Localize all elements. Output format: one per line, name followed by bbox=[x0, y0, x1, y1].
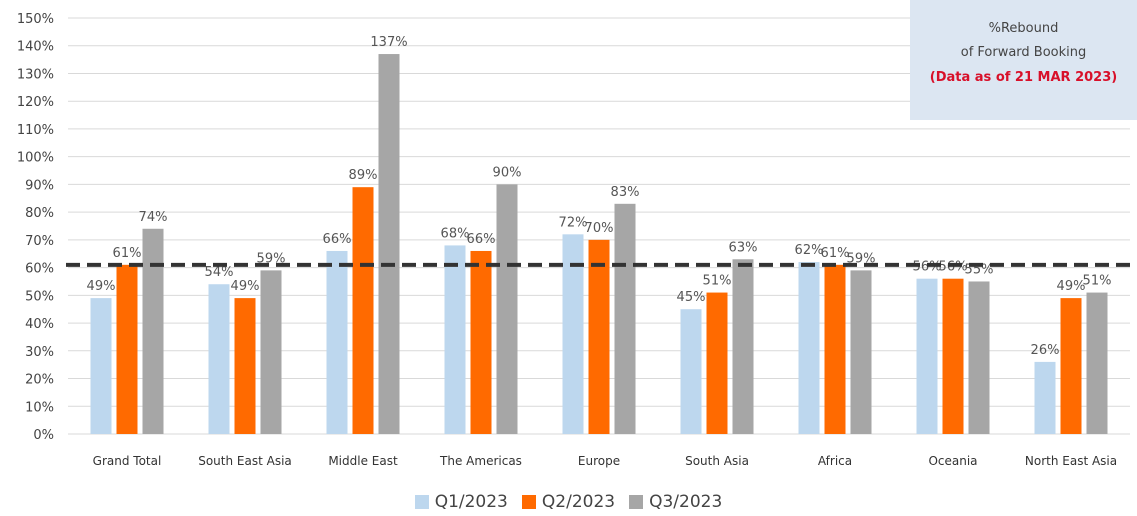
data-label: 45% bbox=[677, 290, 706, 305]
bar bbox=[850, 270, 872, 434]
bar bbox=[208, 284, 230, 434]
bar bbox=[470, 250, 492, 434]
y-tick-label: 60% bbox=[25, 262, 54, 277]
legend-swatch-q1 bbox=[414, 495, 429, 509]
x-tick-label: Europe bbox=[578, 454, 620, 468]
bar bbox=[234, 298, 256, 434]
note-rebound-label: %Rebound bbox=[988, 21, 1059, 36]
y-tick-label: 140% bbox=[17, 40, 54, 55]
data-label: 74% bbox=[139, 210, 168, 225]
y-tick-label: 70% bbox=[25, 234, 54, 249]
bar bbox=[614, 203, 636, 434]
data-label: 66% bbox=[467, 232, 496, 247]
bar bbox=[116, 264, 138, 434]
data-label: 59% bbox=[847, 251, 876, 266]
data-label: 83% bbox=[611, 185, 640, 200]
y-tick-label: 10% bbox=[25, 400, 54, 415]
data-label: 61% bbox=[113, 246, 142, 261]
data-label: 59% bbox=[257, 251, 286, 266]
y-tick-label: 0% bbox=[33, 428, 54, 443]
data-label: 90% bbox=[493, 165, 522, 180]
bar bbox=[326, 250, 348, 434]
data-label: 51% bbox=[1083, 274, 1112, 289]
x-tick-label: The Americas bbox=[439, 454, 522, 468]
y-tick-label: 130% bbox=[17, 67, 54, 82]
data-label: 49% bbox=[87, 279, 116, 294]
bar bbox=[680, 309, 702, 434]
y-tick-label: 90% bbox=[25, 178, 54, 193]
data-label: 61% bbox=[821, 246, 850, 261]
bar bbox=[732, 259, 754, 434]
x-tick-label: North East Asia bbox=[1025, 454, 1117, 468]
note-data-date: (Data as of 21 MAR 2023) bbox=[929, 70, 1118, 85]
y-tick-label: 100% bbox=[17, 151, 54, 166]
y-tick-label: 120% bbox=[17, 95, 54, 110]
legend-label-q2: Q2/2023 bbox=[541, 492, 616, 512]
data-label: 62% bbox=[795, 243, 824, 258]
legend-item-q2: Q2/2023 bbox=[521, 492, 616, 512]
legend-swatch-q2 bbox=[521, 495, 536, 509]
bar bbox=[968, 281, 990, 434]
bar bbox=[496, 184, 518, 434]
x-tick-label: Grand Total bbox=[93, 454, 162, 468]
data-label: 56% bbox=[939, 260, 968, 275]
legend-swatch-q3 bbox=[629, 495, 644, 509]
legend-label-q3: Q3/2023 bbox=[649, 492, 723, 512]
x-tick-label: Africa bbox=[818, 454, 852, 468]
bar bbox=[378, 54, 400, 434]
data-label: 72% bbox=[559, 215, 588, 230]
data-label: 56% bbox=[913, 260, 942, 275]
data-label: 54% bbox=[205, 265, 234, 280]
bar bbox=[824, 264, 846, 434]
y-tick-label: 40% bbox=[25, 317, 54, 332]
bar bbox=[562, 234, 584, 434]
data-label: 63% bbox=[729, 240, 758, 255]
bar bbox=[1086, 292, 1108, 434]
note-forward-booking-label: of Forward Booking bbox=[960, 45, 1087, 60]
data-label: 66% bbox=[323, 232, 352, 247]
data-label: 70% bbox=[585, 221, 614, 236]
x-tick-label: Middle East bbox=[328, 454, 398, 468]
chart-legend: Q1/2023 Q2/2023 Q3/2023 bbox=[0, 492, 1137, 512]
bar bbox=[588, 239, 610, 434]
data-label: 49% bbox=[1057, 279, 1086, 294]
bar bbox=[142, 228, 164, 434]
bar bbox=[260, 270, 282, 434]
data-label: 49% bbox=[231, 279, 260, 294]
data-label: 68% bbox=[441, 226, 470, 241]
bar bbox=[1034, 361, 1056, 434]
y-tick-label: 80% bbox=[25, 206, 54, 221]
y-tick-label: 110% bbox=[17, 123, 54, 138]
bar bbox=[352, 187, 374, 434]
y-tick-label: 150% bbox=[17, 12, 54, 27]
x-tick-label: Oceania bbox=[928, 454, 977, 468]
y-tick-label: 20% bbox=[25, 373, 54, 388]
bar bbox=[798, 262, 820, 434]
bar bbox=[90, 298, 112, 434]
y-tick-label: 50% bbox=[25, 289, 54, 304]
bar bbox=[942, 278, 964, 434]
y-tick-label: 30% bbox=[25, 345, 54, 360]
data-note-box: %Rebound of Forward Booking (Data as of … bbox=[910, 0, 1137, 120]
legend-label-q1: Q1/2023 bbox=[434, 492, 508, 512]
bar bbox=[444, 245, 466, 434]
data-label: 26% bbox=[1031, 343, 1060, 358]
x-tick-label: South East Asia bbox=[198, 454, 292, 468]
data-label: 51% bbox=[703, 274, 732, 289]
legend-item-q1: Q1/2023 bbox=[414, 492, 508, 512]
bar-chart: 0% 10% 20% 30% 40% 50% 60% 70% 80% 90% 100% 110% 120… bbox=[17, 12, 1130, 468]
x-tick-label: South Asia bbox=[685, 454, 749, 468]
bar bbox=[1060, 298, 1082, 434]
bar bbox=[706, 292, 728, 434]
legend-item-q3: Q3/2023 bbox=[629, 492, 722, 512]
bar bbox=[916, 278, 938, 434]
data-label: 89% bbox=[349, 168, 378, 183]
data-label: 137% bbox=[370, 35, 407, 50]
